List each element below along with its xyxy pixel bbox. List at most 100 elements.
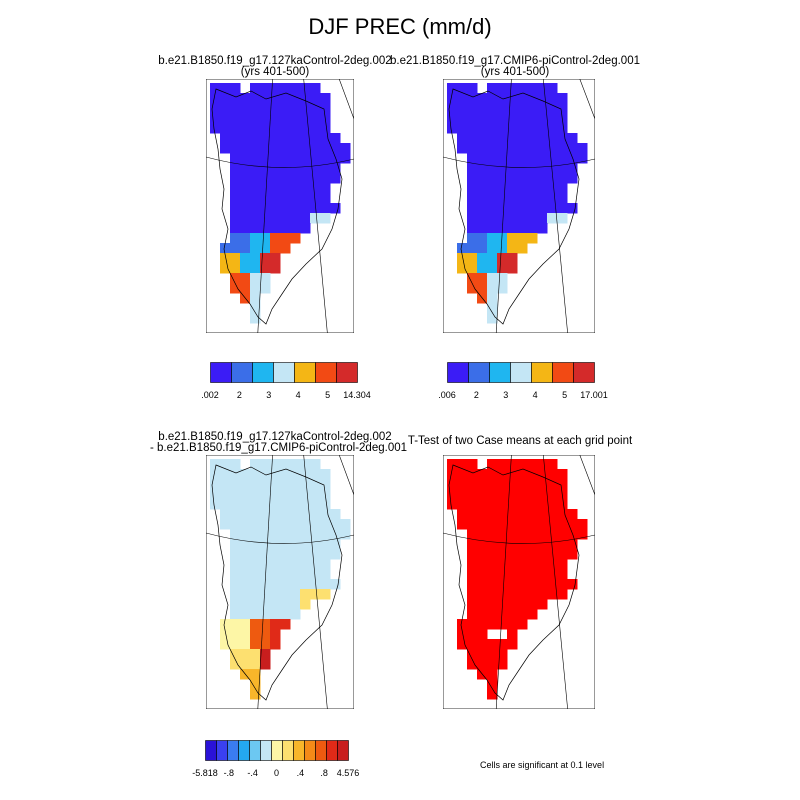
grid-cell	[290, 143, 301, 154]
grid-cell	[270, 479, 281, 490]
colorbar-swatch	[293, 740, 305, 761]
grid-cell	[270, 163, 281, 174]
grid-cell	[507, 253, 518, 264]
grid-cell	[547, 183, 558, 194]
grid-cell	[290, 569, 301, 580]
grid-cell	[330, 133, 341, 144]
grid-cell	[527, 213, 538, 224]
grid-cell	[457, 113, 468, 124]
grid-cell	[240, 649, 251, 660]
grid-cell	[250, 529, 261, 540]
grid-cell	[330, 143, 341, 154]
grid-cell	[300, 589, 311, 600]
grid-cell	[487, 599, 498, 610]
grid-cell	[250, 589, 261, 600]
grid-cell	[220, 113, 231, 124]
grid-cell	[497, 619, 508, 630]
grid-cell	[567, 509, 578, 520]
grid-cell	[280, 93, 291, 104]
grid-cell	[300, 569, 311, 580]
grid-cell	[467, 639, 478, 650]
grid-cell	[537, 479, 548, 490]
meridian-line	[495, 455, 512, 709]
grid-cell	[230, 629, 241, 640]
grid-cell	[220, 629, 231, 640]
grid-cell	[260, 83, 271, 94]
grid-cell	[497, 153, 508, 164]
grid-cell	[220, 499, 231, 510]
grid-cell	[270, 143, 281, 154]
grid-cell	[487, 649, 498, 660]
grid-cell	[517, 489, 528, 500]
grid-cell	[230, 659, 241, 670]
grid-cell	[250, 469, 261, 480]
grid-cell	[300, 529, 311, 540]
grid-cell	[300, 193, 311, 204]
grid-cell	[280, 233, 291, 244]
grid-cell	[497, 83, 508, 94]
grid-cell	[310, 123, 321, 134]
grid-cell	[270, 499, 281, 510]
grid-cell	[230, 253, 241, 264]
grid-cell	[507, 489, 518, 500]
grid-cell	[497, 659, 508, 670]
grid-cell	[527, 163, 538, 174]
grid-cell	[220, 489, 231, 500]
grid-cell	[527, 223, 538, 234]
grid-cell	[507, 153, 518, 164]
grid-cell	[230, 143, 241, 154]
grid-cell	[527, 549, 538, 560]
grid-cell	[290, 163, 301, 174]
colorbar-swatch	[447, 362, 469, 383]
grid-cell	[300, 173, 311, 184]
grid-cell	[250, 679, 261, 690]
grid-cell	[517, 113, 528, 124]
colorbar-tick-label: 5	[325, 390, 331, 400]
meridian-line	[303, 455, 328, 709]
grid-cell	[250, 233, 261, 244]
grid-cell	[240, 203, 251, 214]
grid-cell	[467, 609, 478, 620]
grid-cell	[477, 559, 488, 570]
grid-cell	[527, 589, 538, 600]
colorbar-tick-label: 3	[266, 390, 272, 400]
grid-cell	[230, 569, 241, 580]
grid-cell	[497, 519, 508, 530]
grid-cell	[497, 183, 508, 194]
grid-cell	[240, 569, 251, 580]
grid-cell	[537, 123, 548, 134]
grid-cell	[467, 173, 478, 184]
grid-cell	[477, 599, 488, 610]
grid-cell	[467, 273, 478, 284]
grid-cell	[240, 509, 251, 520]
grid-cell	[517, 193, 528, 204]
grid-cell	[320, 469, 331, 480]
grid-cell	[270, 469, 281, 480]
grid-cell	[457, 459, 468, 470]
grid-cell	[280, 163, 291, 174]
grid-cell	[310, 213, 321, 224]
grid-cell	[557, 479, 568, 490]
grid-cell	[457, 499, 468, 510]
grid-cell	[547, 193, 558, 204]
grid-cell	[260, 223, 271, 234]
significance-note: Cells are significant at 0.1 level	[480, 760, 605, 770]
panel-c-title: b.e21.B1850.f19_g17.127kaControl-2deg.00…	[150, 431, 407, 454]
grid-cell	[320, 133, 331, 144]
grid-cell	[487, 499, 498, 510]
grid-cell	[497, 263, 508, 274]
grid-cell	[240, 283, 251, 294]
grid-cell	[310, 173, 321, 184]
grid-cell	[517, 479, 528, 490]
grid-cell	[477, 479, 488, 490]
grid-cell	[457, 243, 468, 254]
colorbar-swatch	[238, 740, 250, 761]
grid-cell	[240, 183, 251, 194]
grid-cell	[527, 203, 538, 214]
grid-cell	[230, 529, 241, 540]
grid-cell	[527, 579, 538, 590]
grid-cell	[527, 569, 538, 580]
grid-cell	[567, 153, 578, 164]
grid-cell	[477, 489, 488, 500]
grid-cell	[467, 479, 478, 490]
